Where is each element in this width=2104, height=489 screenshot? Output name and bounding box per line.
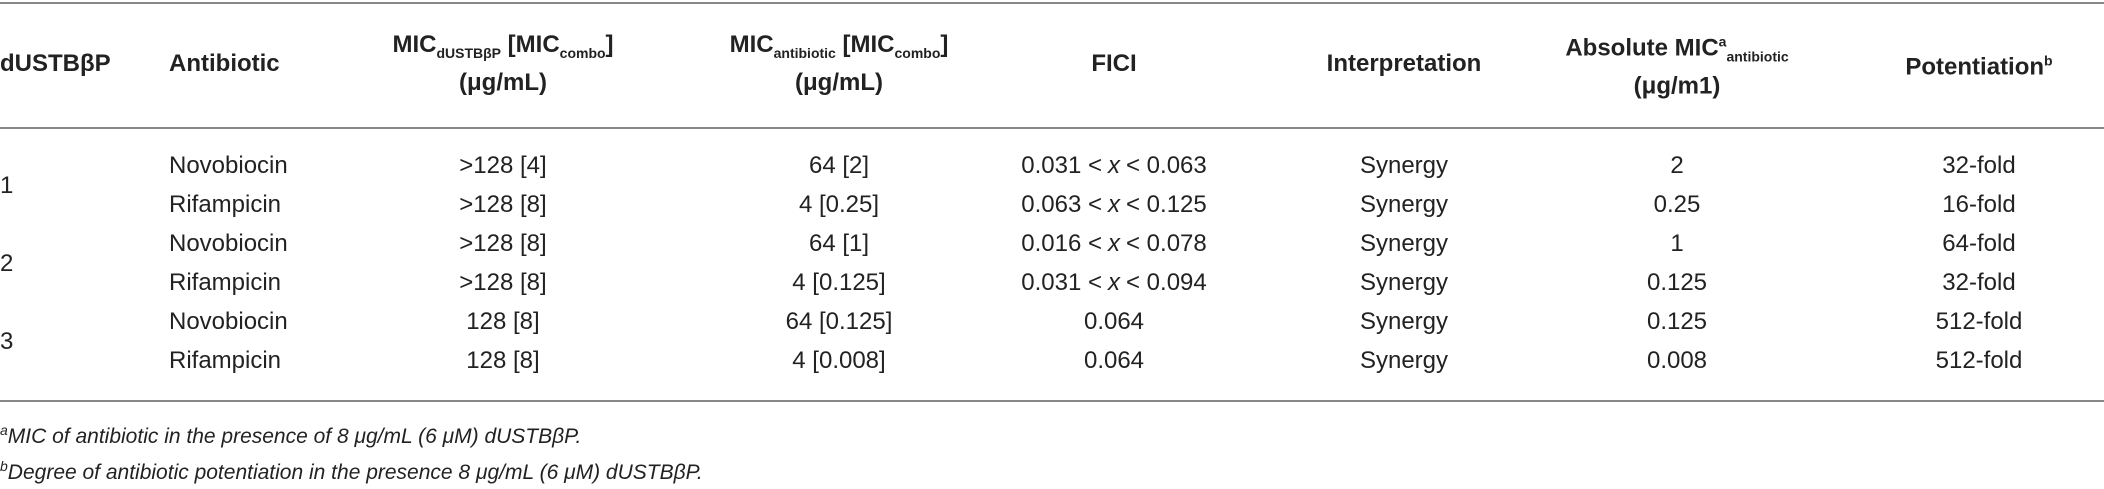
table-cell: 0.125 <box>1646 269 1708 296</box>
cell-part: 0.031 < <box>1021 152 1102 179</box>
table-cell: >128 [4] <box>459 152 547 179</box>
header-text: ] <box>605 31 614 59</box>
top-rule <box>0 2 2104 4</box>
cell-part: x <box>1108 152 1120 179</box>
table-cell: 64 [1] <box>808 230 870 257</box>
header-text: ] <box>940 31 949 59</box>
header-unit: (μg/mL) <box>459 68 547 96</box>
header-cell: FICI <box>1091 49 1136 79</box>
cell-part: < 0.078 <box>1126 230 1207 257</box>
table-cell: >128 [8] <box>459 269 547 296</box>
header-rule <box>0 127 2104 129</box>
header-cell: Potentiationb <box>1905 46 2052 83</box>
cell-part: < 0.094 <box>1126 269 1207 296</box>
header-text: [MIC <box>507 31 560 59</box>
table-cell: Synergy <box>1359 308 1449 335</box>
table-cell: 4 [0.25] <box>798 191 880 218</box>
cell-part: 0.063 < <box>1021 191 1102 218</box>
group-label: 1 <box>0 171 14 199</box>
table-cell: 1 <box>1670 230 1684 257</box>
footnote-mark: a <box>0 422 8 438</box>
header-text: Absolute MIC <box>1565 34 1719 62</box>
header-text: Potentiation <box>1905 53 2045 81</box>
table-cell: 0.064 <box>1083 308 1145 335</box>
table-cell: 64 [0.125] <box>785 308 893 335</box>
header-sub: antibiotic <box>773 44 836 61</box>
table-cell: Synergy <box>1359 152 1449 179</box>
table-cell: Rifampicin <box>169 269 282 296</box>
table-cell: Synergy <box>1359 191 1449 218</box>
header-text: MIC <box>729 31 774 59</box>
table-cell: Synergy <box>1359 230 1449 257</box>
bottom-rule <box>0 400 2104 402</box>
footnote-mark: b <box>0 458 8 474</box>
cell-part: 0.031 < <box>1021 269 1102 296</box>
header-cell: MICantibiotic [MICcombo] (μg/mL) <box>730 30 949 98</box>
table-cell: 32-fold <box>1942 269 2016 296</box>
table-cell: >128 [8] <box>459 191 547 218</box>
table-cell: Novobiocin <box>169 152 288 179</box>
table-cell: 0.016 < x < 0.078 <box>1021 230 1207 258</box>
table-cell: 0.031 < x < 0.063 <box>1021 152 1207 180</box>
header-unit: (μg/mL) <box>795 68 883 96</box>
table-cell: 2 <box>1670 152 1684 179</box>
table-cell: 0.125 <box>1646 308 1708 335</box>
table-cell: >128 [8] <box>459 230 547 257</box>
header-sub: antibiotic <box>1726 48 1789 65</box>
table-cell: 4 [0.008] <box>792 347 886 374</box>
cell-part: < 0.063 <box>1126 152 1207 179</box>
table-cell: Novobiocin <box>169 308 288 335</box>
group-label: 2 <box>0 249 14 277</box>
header-sup: b <box>2044 52 2053 69</box>
header-cell: MICdUSTBβP [MICcombo] (μg/mL) <box>392 30 613 98</box>
header-text: FICI <box>1091 50 1137 77</box>
header-sub: dUSTBβP <box>436 44 501 61</box>
header-unit: (μg/m1) <box>1633 72 1721 100</box>
table-cell: 512-fold <box>1935 308 2023 335</box>
header-text: Antibiotic <box>169 50 280 77</box>
header-cell: Interpretation <box>1327 49 1482 79</box>
cell-part: x <box>1108 269 1120 296</box>
table-cell: Rifampicin <box>169 347 282 374</box>
table-cell: 64 [2] <box>808 152 870 179</box>
table-cell: Rifampicin <box>169 191 282 218</box>
table-cell: Synergy <box>1359 347 1449 374</box>
table-cell: Synergy <box>1359 269 1449 296</box>
table-cell: 0.031 < x < 0.094 <box>1021 269 1207 297</box>
header-cell: dUSTBβP <box>0 49 111 79</box>
cell-part: < 0.125 <box>1126 191 1207 218</box>
header-text: Interpretation <box>1326 50 1482 77</box>
table-cell: 64-fold <box>1942 230 2016 257</box>
table-cell: 0.25 <box>1653 191 1701 218</box>
cell-part: x <box>1108 191 1120 218</box>
footnote-text: Degree of antibiotic potentiation in the… <box>7 461 703 484</box>
footnote: aMIC of antibiotic in the presence of 8 … <box>0 422 581 449</box>
cell-part: 0.016 < <box>1021 230 1102 257</box>
header-sub: combo <box>559 44 606 61</box>
header-text: [MIC <box>842 31 895 59</box>
footnote: bDegree of antibiotic potentiation in th… <box>0 458 703 485</box>
table-cell: 128 [8] <box>466 308 540 335</box>
header-text: MIC <box>392 31 437 59</box>
footnote-text: MIC of antibiotic in the presence of 8 μ… <box>7 425 582 448</box>
table-cell: 4 [0.125] <box>792 269 886 296</box>
table-cell: Novobiocin <box>169 230 288 257</box>
cell-part: x <box>1108 230 1120 257</box>
table-cell: 512-fold <box>1935 347 2023 374</box>
table-cell: 0.064 <box>1083 347 1145 374</box>
table-cell: 0.008 <box>1646 347 1708 374</box>
table-cell: 32-fold <box>1942 152 2016 179</box>
header-text: dUSTBβP <box>0 50 111 77</box>
group-label: 3 <box>0 327 14 355</box>
table-cell: 0.063 < x < 0.125 <box>1021 191 1207 219</box>
table-cell: 16-fold <box>1942 191 2016 218</box>
header-sub: combo <box>894 44 941 61</box>
table-cell: 128 [8] <box>466 347 540 374</box>
header-sup: a <box>1718 33 1727 50</box>
header-cell: Absolute MICaantibiotic (μg/m1) <box>1565 27 1788 102</box>
header-cell: Antibiotic <box>169 49 280 79</box>
